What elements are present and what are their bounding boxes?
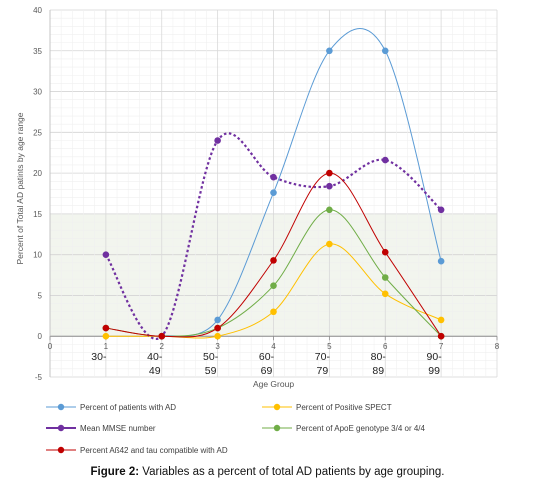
legend-swatch-marker bbox=[57, 403, 65, 411]
data-point bbox=[381, 156, 389, 164]
legend-swatch-marker bbox=[57, 446, 65, 454]
y-tick-label: 5 bbox=[38, 291, 43, 300]
x-axis-title: Age Group bbox=[253, 379, 294, 389]
y-axis-title: Percent of Total AD patints by age range bbox=[15, 112, 25, 264]
data-point bbox=[437, 206, 445, 214]
data-point bbox=[214, 137, 221, 144]
data-point bbox=[102, 332, 110, 340]
category-label: 50-59 bbox=[203, 351, 219, 377]
y-tick-label: 35 bbox=[33, 47, 42, 56]
x-tick-label: 2 bbox=[160, 342, 165, 351]
data-point bbox=[326, 240, 333, 248]
data-point bbox=[381, 274, 389, 281]
category-label: 90-99 bbox=[427, 351, 443, 377]
data-point bbox=[381, 47, 389, 55]
y-tick-label: 30 bbox=[33, 88, 42, 97]
y-tick-label: 20 bbox=[33, 169, 42, 178]
data-point bbox=[214, 332, 221, 340]
y-tick-label: 15 bbox=[33, 210, 42, 219]
data-point bbox=[270, 189, 277, 196]
figure-caption: Figure 2: Variables as a percent of tota… bbox=[0, 466, 535, 478]
data-point bbox=[102, 251, 110, 258]
legend-swatch-marker bbox=[273, 424, 281, 432]
category-label: 40-49 bbox=[147, 351, 163, 377]
grid bbox=[49, 9, 498, 378]
data-point bbox=[381, 248, 389, 256]
data-point bbox=[158, 332, 166, 340]
data-point bbox=[102, 324, 110, 332]
x-tick-label: 4 bbox=[271, 342, 276, 351]
x-tick-label: 5 bbox=[327, 342, 332, 351]
legend-label: Percent of patients with AD bbox=[80, 403, 176, 412]
category-label: 80-89 bbox=[371, 351, 387, 377]
x-tick-label: 8 bbox=[495, 342, 500, 351]
series-line bbox=[104, 132, 442, 340]
data-point bbox=[270, 282, 277, 289]
series-points bbox=[102, 47, 445, 340]
data-point bbox=[326, 182, 333, 190]
legend: Percent of patients with AD Percent of Po… bbox=[46, 403, 426, 455]
legend-label: Percent of Positive SPECT bbox=[296, 403, 392, 412]
legend-label: Percent Aß42 and tau compatible with AD bbox=[80, 446, 228, 455]
x-tick-label: 7 bbox=[439, 342, 444, 351]
legend-swatch-marker bbox=[273, 403, 281, 411]
legend-label: Percent of ApoE genotype 3/4 or 4/4 bbox=[296, 424, 426, 433]
x-tick-label: 1 bbox=[104, 342, 109, 351]
tick-labels: -5 0 5 10 15 20 25 30 35 40 0 1 2 3 4 5 6 7 8 bbox=[33, 6, 500, 382]
data-point bbox=[326, 206, 333, 214]
caption-text: Variables as a percent of total AD patie… bbox=[139, 466, 445, 478]
y-tick-label: -5 bbox=[35, 373, 43, 382]
y-tick-label: 25 bbox=[33, 128, 42, 137]
data-point bbox=[270, 173, 277, 181]
category-labels: 30- 40-49 50-59 60-69 70-79 80-89 90-99 bbox=[91, 351, 442, 377]
category-label: 30- bbox=[91, 351, 107, 363]
data-point bbox=[326, 47, 333, 55]
data-point bbox=[270, 308, 277, 316]
caption-label: Figure 2: bbox=[90, 466, 140, 478]
legend-label: Mean MMSE number bbox=[80, 424, 156, 433]
x-tick-label: 6 bbox=[383, 342, 388, 351]
x-tick-label: 3 bbox=[215, 342, 220, 351]
data-point bbox=[214, 316, 221, 324]
y-tick-label: 0 bbox=[38, 332, 43, 341]
data-point bbox=[214, 324, 221, 332]
data-point bbox=[270, 257, 277, 264]
data-point bbox=[437, 316, 445, 324]
y-tick-label: 10 bbox=[33, 251, 42, 260]
data-point bbox=[437, 257, 445, 265]
category-label: 60-69 bbox=[259, 351, 275, 377]
data-point bbox=[326, 169, 333, 177]
data-point bbox=[381, 290, 389, 298]
x-tick-label: 0 bbox=[48, 342, 53, 351]
y-tick-label: 40 bbox=[33, 6, 42, 15]
data-point bbox=[437, 332, 445, 340]
legend-swatch-marker bbox=[57, 424, 65, 432]
category-label: 70-79 bbox=[315, 351, 331, 377]
